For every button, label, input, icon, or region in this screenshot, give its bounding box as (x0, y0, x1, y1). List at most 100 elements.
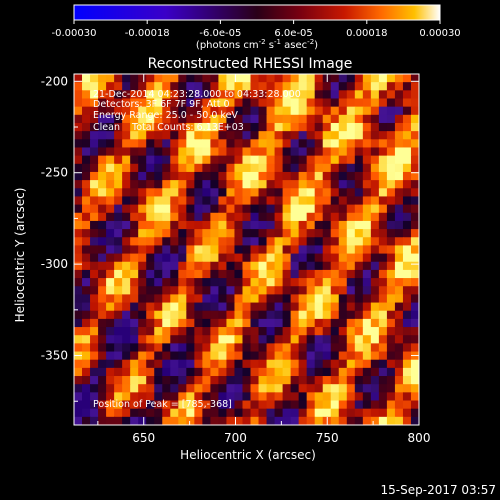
annotation-peak: Position of Peak = [785,-368] (93, 399, 232, 410)
heatmap-cell (314, 74, 324, 83)
heatmap-cell (74, 318, 83, 328)
heatmap-cell (186, 74, 195, 83)
heatmap-cell (242, 416, 252, 425)
heatmap-cell (378, 261, 388, 271)
heatmap-cell (130, 74, 139, 83)
heatmap-cell (122, 90, 131, 100)
heatmap-cell (306, 302, 316, 312)
heatmap-cell (194, 131, 203, 140)
heatmap-cell (354, 82, 364, 91)
heatmap-cell (330, 245, 340, 255)
heatmap-cell (322, 90, 332, 100)
heatmap-cell (282, 220, 292, 230)
heatmap-cell (242, 302, 252, 312)
heatmap-cell (186, 139, 195, 149)
heatmap-cell (386, 245, 396, 255)
heatmap-cell (106, 122, 115, 132)
heatmap-cell (194, 416, 203, 425)
heatmap-cell (330, 302, 340, 312)
heatmap-cell (130, 253, 139, 263)
heatmap-cell (202, 220, 211, 230)
heatmap-cell (154, 155, 163, 165)
heatmap-cell (98, 188, 107, 198)
heatmap-cell (266, 359, 276, 369)
heatmap-cell (410, 82, 419, 91)
heatmap-cell (162, 335, 171, 344)
heatmap-cell (322, 343, 332, 353)
heatmap-cell (106, 139, 115, 149)
heatmap-cell (162, 392, 171, 402)
heatmap-cell (82, 335, 91, 344)
heatmap-cell (386, 343, 396, 353)
heatmap-cell (402, 302, 412, 312)
heatmap-cell (370, 359, 380, 369)
heatmap-cell (90, 122, 99, 132)
heatmap-cell (258, 90, 268, 100)
heatmap-cell (122, 408, 131, 418)
heatmap-cell (306, 188, 316, 198)
heatmap-cell (186, 196, 195, 206)
heatmap-cell (338, 351, 348, 361)
heatmap-cell (346, 327, 356, 336)
heatmap-cell (282, 408, 292, 418)
heatmap-cell (306, 82, 316, 91)
heatmap-cell (234, 318, 244, 328)
heatmap-cell (306, 114, 316, 124)
heatmap-cell (162, 229, 171, 238)
heatmap-cell (250, 335, 260, 344)
heatmap-cell (242, 408, 252, 418)
heatmap-cell (354, 359, 364, 369)
heatmap-cell (386, 98, 396, 108)
heatmap-cell (378, 131, 388, 140)
heatmap-cell (138, 171, 147, 181)
heatmap-cell (210, 376, 220, 385)
heatmap-cell (138, 245, 147, 255)
heatmap-cell (410, 147, 419, 157)
heatmap-cell (306, 196, 316, 206)
heatmap-cell (274, 114, 284, 124)
heatmap-cell (98, 114, 107, 124)
heatmap-cell (162, 327, 171, 336)
heatmap-cell (226, 351, 236, 361)
heatmap-cell (130, 147, 139, 157)
heatmap-cell (362, 416, 372, 425)
heatmap-cell (202, 90, 211, 100)
heatmap-cell (82, 196, 91, 206)
heatmap-cell (362, 74, 372, 83)
heatmap-cell (218, 147, 228, 157)
heatmap-cell (90, 163, 99, 173)
heatmap-cell (114, 139, 123, 149)
annotation-clean: Clean Total Counts: 6.13E+03 (93, 122, 244, 133)
heatmap-cell (90, 400, 99, 410)
heatmap-cell (98, 335, 107, 344)
heatmap-cell (330, 286, 340, 295)
heatmap-cell (242, 171, 252, 181)
heatmap-cell (122, 229, 131, 238)
heatmap-cell (274, 343, 284, 353)
heatmap-cell (234, 400, 244, 410)
heatmap-cell (114, 90, 123, 100)
heatmap-cell (114, 204, 123, 214)
heatmap-cell (386, 278, 396, 287)
heatmap-cell (258, 335, 268, 344)
heatmap-cell (170, 416, 179, 425)
heatmap-cell (178, 74, 187, 83)
heatmap-cell (122, 376, 131, 385)
heatmap-cell (146, 163, 155, 173)
heatmap-cell (410, 114, 419, 124)
heatmap-cell (370, 98, 380, 108)
heatmap-cell (306, 286, 316, 295)
heatmap-cell (234, 171, 244, 181)
heatmap-cell (130, 131, 139, 140)
heatmap-cell (258, 212, 268, 222)
heatmap-cell (282, 106, 292, 116)
heatmap-cell (138, 327, 147, 336)
heatmap-cell (234, 237, 244, 247)
heatmap-cell (178, 351, 187, 361)
heatmap-cell (258, 122, 268, 132)
colorbar-tick-label: 0.00018 (346, 28, 387, 39)
heatmap-cell (370, 196, 380, 206)
heatmap-cell (130, 98, 139, 108)
heatmap-cell (386, 147, 396, 157)
heatmap-cell (386, 212, 396, 222)
